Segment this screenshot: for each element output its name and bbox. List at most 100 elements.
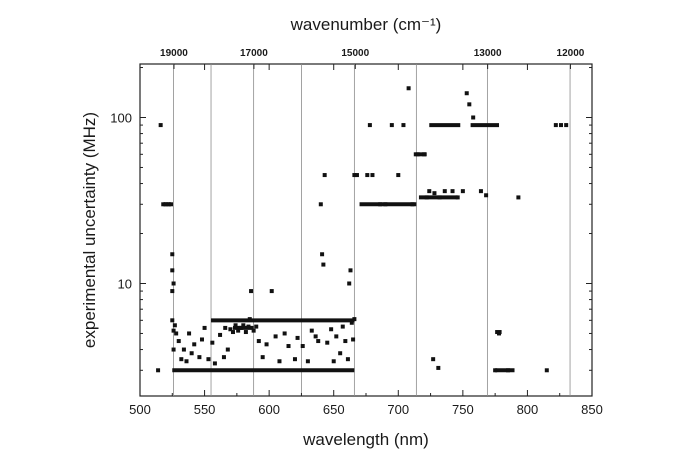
- data-point: [199, 337, 204, 342]
- data-point: [163, 202, 168, 207]
- data-point: [166, 202, 171, 207]
- x2-tick-label: 19000: [160, 48, 188, 59]
- data-point: [378, 202, 383, 207]
- data-point: [171, 347, 176, 352]
- x2-tick-label: 17000: [240, 48, 268, 59]
- data-point: [212, 361, 217, 366]
- data-point: [427, 189, 432, 194]
- data-point: [309, 328, 314, 333]
- data-point: [316, 339, 321, 344]
- data-point: [506, 368, 511, 373]
- data-point: [484, 193, 489, 198]
- data-point: [437, 195, 442, 200]
- data-point: [352, 173, 357, 178]
- data-point: [424, 195, 429, 200]
- data-point: [340, 324, 345, 329]
- data-point: [300, 344, 305, 349]
- x2-tick-label: 12000: [557, 48, 585, 59]
- data-point: [471, 115, 476, 120]
- data-point: [478, 189, 483, 194]
- x-tick-label: 750: [452, 402, 474, 417]
- data-point: [168, 202, 173, 207]
- plot-area: [139, 63, 593, 397]
- data-point: [432, 191, 437, 196]
- y-axis-title: experimental uncertainty (MHz): [80, 112, 99, 348]
- data-point: [295, 335, 300, 340]
- data-point: [221, 355, 226, 360]
- x2-tick-label: 15000: [341, 48, 369, 59]
- data-point: [415, 152, 420, 157]
- data-point: [161, 202, 166, 207]
- data-point: [292, 357, 297, 362]
- data-point: [331, 359, 336, 364]
- data-point: [305, 359, 310, 364]
- data-point: [282, 331, 287, 336]
- data-point: [192, 342, 197, 347]
- x-tick-label: 600: [258, 402, 280, 417]
- data-point: [321, 262, 326, 267]
- data-point: [176, 339, 181, 344]
- data-point: [184, 359, 189, 364]
- data-point: [170, 252, 175, 257]
- data-point: [313, 334, 318, 339]
- data-points: [156, 86, 569, 373]
- data-point: [171, 281, 176, 286]
- axis-ticks: 500 550 600 650 700 750 800 850 19000 17000 15000 1…: [110, 48, 603, 417]
- x-tick-label: 500: [129, 402, 151, 417]
- data-point: [436, 365, 441, 370]
- data-point: [396, 173, 401, 178]
- x2-axis-title: wavenumber (cm⁻¹): [290, 15, 442, 34]
- data-point: [277, 359, 282, 364]
- data-point: [334, 334, 339, 339]
- data-point: [223, 325, 228, 330]
- data-point: [210, 340, 215, 345]
- data-point: [254, 324, 259, 329]
- data-point: [460, 189, 465, 194]
- data-point: [238, 325, 243, 330]
- data-point: [286, 344, 291, 349]
- data-point: [156, 368, 161, 373]
- data-point: [158, 123, 163, 128]
- data-point: [450, 189, 455, 194]
- data-point: [170, 318, 175, 323]
- data-point: [228, 327, 233, 332]
- data-point: [241, 323, 246, 328]
- data-point: [170, 268, 175, 273]
- x-tick-label: 700: [387, 402, 409, 417]
- data-point: [467, 102, 472, 107]
- data-point: [260, 355, 265, 360]
- data-point: [345, 357, 350, 362]
- data-point: [187, 331, 192, 336]
- data-point: [174, 331, 179, 336]
- x-tick-label: 850: [581, 402, 603, 417]
- data-point: [225, 347, 230, 352]
- data-point: [172, 323, 177, 328]
- data-point: [410, 202, 415, 207]
- data-point: [348, 268, 353, 273]
- data-point: [329, 327, 334, 332]
- data-point: [383, 202, 388, 207]
- data-point: [247, 317, 252, 322]
- data-point: [422, 152, 427, 157]
- y-tick-label: 100: [110, 110, 132, 125]
- data-point: [171, 328, 176, 333]
- x-axis-title: wavelength (nm): [302, 430, 429, 449]
- data-point: [442, 189, 447, 194]
- data-point: [338, 351, 343, 356]
- data-point: [256, 339, 261, 344]
- data-point: [544, 368, 549, 373]
- data-point: [230, 330, 235, 335]
- data-point: [236, 328, 241, 333]
- x-tick-label: 800: [517, 402, 539, 417]
- x2-tick-label: 13000: [474, 48, 502, 59]
- data-point: [243, 330, 248, 335]
- data-point: [325, 340, 330, 345]
- data-point: [251, 328, 256, 333]
- data-point: [406, 86, 411, 91]
- data-point: [343, 339, 348, 344]
- data-point: [170, 289, 175, 294]
- data-point: [367, 123, 372, 128]
- data-point: [202, 325, 207, 330]
- data-point: [401, 123, 406, 128]
